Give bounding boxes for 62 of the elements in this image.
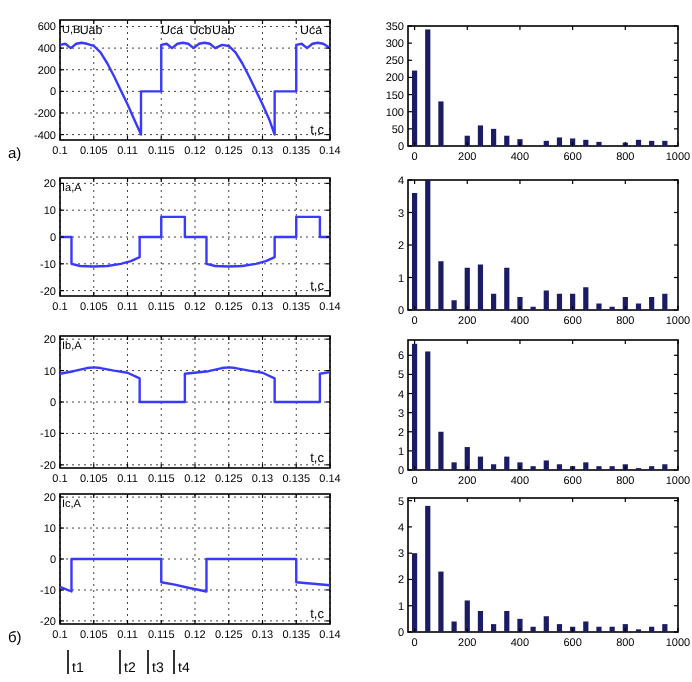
bar [609,626,615,632]
bar [504,456,510,470]
bar [543,460,549,470]
bar [662,293,668,310]
bar [438,431,444,470]
bar [491,128,497,146]
bar [543,140,549,146]
bar [662,140,668,146]
bar [425,180,431,310]
bar [477,264,484,310]
bar [411,193,418,310]
line-series [58,366,332,404]
bar [649,140,655,146]
bar [477,125,484,146]
bar [504,135,510,146]
bar [491,464,497,470]
bar [411,70,418,146]
bar [425,351,431,470]
bar [464,447,470,470]
bar [438,571,444,632]
bar [517,618,523,632]
line-series [58,41,332,136]
bar [583,462,589,470]
bar [451,300,457,310]
bar [464,267,470,310]
bar [451,621,457,632]
bar [477,610,484,632]
bar [649,297,655,310]
bar [425,505,431,632]
bar [583,139,589,146]
bar [451,462,457,470]
bar [543,290,549,310]
bar [556,293,563,310]
bar [596,303,602,310]
bar [504,267,510,310]
bar [411,553,418,632]
bar [504,610,510,632]
bar [438,101,444,146]
bar [583,621,589,632]
bar [662,464,668,470]
bar [556,624,563,632]
bar [543,616,549,632]
bar [438,261,444,310]
bar [583,287,589,310]
line-series [58,557,332,593]
bar [425,29,431,146]
bar [477,456,484,470]
bar [570,293,576,310]
bar [556,464,563,470]
bar [662,624,668,632]
bar [622,297,628,310]
line-series [58,215,332,268]
bar [556,137,563,146]
bar [649,626,655,632]
bar [411,343,418,470]
bar [596,626,602,632]
bar [491,624,497,632]
bar [530,626,536,632]
bar [517,297,523,310]
bar [491,293,497,310]
bar [464,600,470,632]
bar [635,139,642,146]
